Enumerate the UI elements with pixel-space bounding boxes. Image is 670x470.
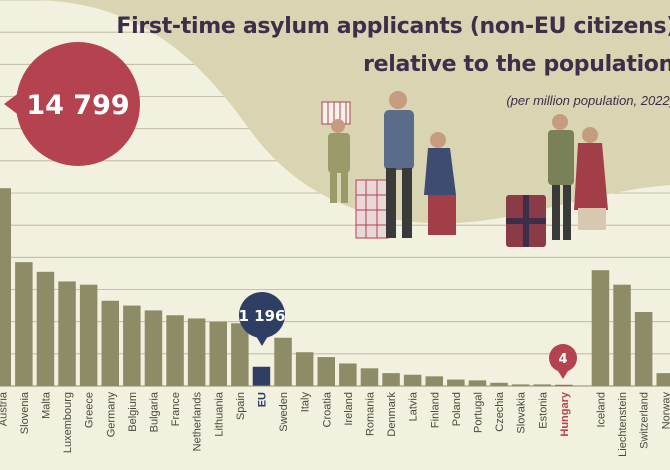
bars [0, 188, 670, 386]
subtitle: (per million population, 2022) [506, 93, 670, 108]
bar-greece [79, 284, 98, 386]
bar-denmark [382, 373, 400, 386]
category-label-croatia: Croatia [321, 391, 333, 427]
bar-belgium [123, 305, 141, 386]
bar-hungary [555, 384, 573, 386]
category-label-france: France [170, 392, 182, 426]
category-label-austria: Austria [0, 391, 9, 426]
category-label-portugal: Portugal [472, 392, 484, 433]
category-label-iceland: Iceland [595, 392, 607, 427]
bar-ireland [339, 363, 357, 386]
bar-netherlands [187, 318, 206, 386]
category-label-sweden: Sweden [278, 392, 290, 432]
category-label-lithuania: Lithuania [213, 391, 225, 437]
bar-estonia [533, 384, 551, 386]
bar-portugal [468, 380, 487, 386]
bar-czechia [490, 382, 508, 386]
bar-slovakia [511, 384, 530, 386]
bar-germany [101, 300, 119, 386]
austria-value-label: 14 799 [26, 90, 129, 121]
category-label-slovakia: Slovakia [516, 391, 528, 433]
bar-eu [252, 366, 271, 386]
bar-croatia [317, 357, 335, 386]
bar-malta [36, 271, 55, 386]
category-label-italy: Italy [300, 392, 312, 413]
family-with-luggage-icon [321, 91, 608, 247]
category-label-latvia: Latvia [408, 391, 420, 421]
category-label-eu: EU [256, 392, 268, 407]
category-label-finland: Finland [429, 392, 441, 428]
category-label-switzerland: Switzerland [639, 392, 651, 449]
category-label-netherlands: Netherlands [192, 392, 204, 452]
bar-spain [231, 323, 249, 386]
bar-liechtenstein [613, 284, 631, 386]
category-label-luxembourg: Luxembourg [62, 392, 74, 453]
bar-norway [656, 373, 670, 386]
bar-austria [0, 188, 11, 386]
category-label-romania: Romania [364, 391, 376, 436]
category-label-bulgaria: Bulgaria [148, 391, 160, 432]
category-label-hungary: Hungary [559, 391, 571, 437]
category-label-ireland: Ireland [343, 392, 355, 426]
bar-poland [447, 379, 465, 386]
category-label-norway: Norway [660, 392, 670, 430]
bar-iceland [591, 270, 610, 386]
category-label-germany: Germany [105, 392, 117, 438]
category-label-slovenia: Slovenia [19, 391, 31, 434]
hungary-value-bubble: 4 [549, 344, 577, 379]
bar-slovenia [15, 262, 33, 386]
category-label-liechtenstein: Liechtenstein [617, 392, 629, 457]
category-labels: Austria Slovenia Malta Luxembourg Greece Germ… [0, 391, 670, 457]
bar-lithuania [209, 321, 227, 386]
title-line-1: First-time asylum applicants (non-EU cit… [116, 14, 670, 39]
category-label-greece: Greece [84, 392, 96, 428]
category-label-czechia: Czechia [494, 391, 506, 432]
bar-sweden [274, 337, 292, 386]
bar-italy [295, 352, 314, 386]
bar-romania [360, 368, 379, 386]
bar-bulgaria [144, 310, 163, 386]
bar-france [166, 315, 184, 386]
bar-luxembourg [58, 281, 76, 386]
category-label-malta: Malta [40, 391, 52, 419]
bar-latvia [403, 374, 422, 386]
hungary-value-label: 4 [558, 352, 567, 367]
title-line-2: relative to the population [363, 52, 670, 77]
bar-switzerland [634, 312, 653, 386]
category-label-spain: Spain [235, 392, 247, 420]
category-label-poland: Poland [451, 392, 463, 426]
bar-finland [425, 376, 443, 386]
austria-value-bubble: 14 799 [4, 42, 140, 166]
category-label-estonia: Estonia [537, 391, 549, 429]
category-label-belgium: Belgium [127, 392, 139, 432]
eu-value-bubble: 1 196 [239, 292, 286, 346]
eu-value-label: 1 196 [239, 307, 286, 325]
category-label-denmark: Denmark [386, 392, 398, 437]
